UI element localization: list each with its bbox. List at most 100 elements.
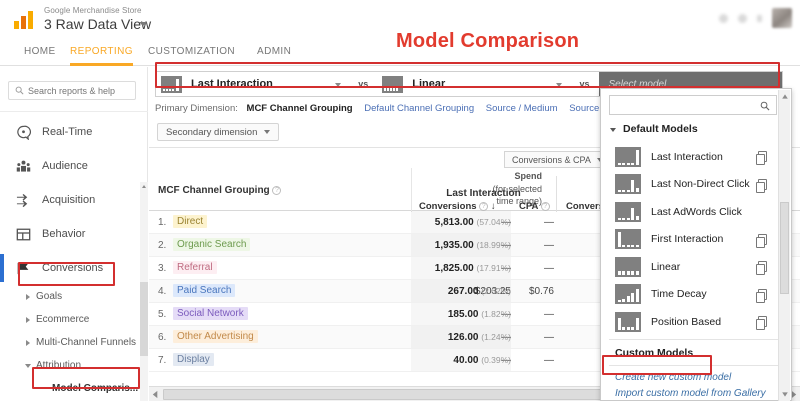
chevron-down-icon[interactable] (556, 83, 563, 87)
model-list-item[interactable]: Linear (601, 253, 781, 281)
channel-chip[interactable]: Organic Search (173, 238, 251, 251)
left-sidebar: Real-Time Audience (0, 67, 148, 401)
column-header-dimension[interactable]: MCF Channel Grouping ? (158, 185, 282, 196)
last-interaction-thumb (615, 146, 641, 167)
import-custom-model-link[interactable]: Import custom model from Gallery (615, 388, 766, 399)
chevron-down-icon[interactable] (335, 83, 342, 87)
search-reports-box[interactable] (8, 81, 136, 100)
help-question-icon[interactable]: ? (540, 202, 550, 211)
copy-duplicate-icon[interactable] (756, 178, 767, 193)
sidebar-item-label: Audience (42, 160, 88, 172)
header-divider (411, 168, 412, 212)
chevron-down-icon (596, 157, 603, 162)
sidebar-item-audience[interactable]: Audience (0, 149, 140, 183)
tab-admin[interactable]: ADMIN (257, 46, 292, 57)
sidebar-item-conversions[interactable]: Conversions (0, 251, 140, 285)
model-list-item[interactable]: Position Based (601, 308, 781, 336)
sidebar-item-label: Behavior (42, 228, 86, 240)
sidebar-item-real-time[interactable]: Real-Time (0, 115, 140, 149)
help-question-icon[interactable]: ? (272, 186, 282, 195)
arrow-up-icon[interactable] (781, 93, 789, 100)
channel-chip[interactable]: Display (173, 353, 214, 366)
view-name[interactable]: 3 Raw Data View (44, 16, 152, 32)
arrow-down-icon[interactable] (781, 391, 789, 398)
copy-duplicate-icon[interactable] (756, 288, 767, 303)
sidebar-subitem-goals[interactable]: Goals (0, 285, 140, 308)
model-selector-1[interactable]: Last Interaction (156, 72, 349, 96)
scrollbar-thumb[interactable] (140, 282, 148, 356)
last-non-direct-click-thumb (615, 174, 641, 195)
help-question-icon[interactable]: ? (479, 202, 489, 211)
metric-group-selector[interactable]: Conversions & CPA (504, 151, 611, 168)
sidebar-subitem-label: Attribution (36, 360, 82, 371)
apps-icon[interactable] (757, 14, 762, 22)
sidebar-scrollbar[interactable] (140, 182, 148, 401)
channel-chip[interactable]: Social Network (173, 307, 248, 320)
chevron-down-icon[interactable] (139, 22, 147, 26)
sidebar-subitem-label: Multi-Channel Funnels (36, 337, 137, 348)
arrow-left-icon[interactable] (151, 390, 160, 399)
sidebar-item-model-comparison[interactable]: Model Comparis... (52, 383, 139, 394)
copy-duplicate-icon[interactable] (756, 316, 767, 330)
chevron-right-icon (26, 317, 30, 323)
model-label: Last Interaction (651, 150, 723, 163)
cell-conversions: 185.00 (1.82%) (447, 309, 511, 320)
tab-reporting[interactable]: REPORTING (70, 38, 133, 66)
model-list-item[interactable]: Last AdWords Click (601, 198, 781, 226)
position-based-thumb (615, 311, 641, 332)
copy-duplicate-icon[interactable] (756, 233, 767, 248)
cell-conversions: 5,813.00 (57.04%) (434, 217, 511, 228)
chevron-down-icon (264, 130, 271, 134)
notifications-icon[interactable] (719, 13, 728, 23)
sidebar-item-acquisition[interactable]: Acquisition (0, 183, 140, 217)
column-header-conversions-1[interactable]: Conversions ? ↓ (419, 201, 496, 212)
dimension-link-default-channel-grouping[interactable]: Default Channel Grouping (364, 103, 475, 114)
model-selector-2[interactable]: Linear (377, 72, 570, 96)
channel-chip[interactable]: Direct (173, 215, 208, 228)
channel-chip[interactable]: Other Advertising (173, 330, 258, 343)
spend-sub-line1: (for selected (492, 184, 542, 194)
copy-duplicate-icon[interactable] (756, 151, 767, 165)
sidebar-subitem-multi-channel-funnels[interactable]: Multi-Channel Funnels (0, 331, 140, 354)
dimension-link-source[interactable]: Source (569, 103, 600, 114)
column-header-cpa-1[interactable]: CPA ? (519, 201, 550, 212)
tab-home[interactable]: HOME (24, 46, 56, 57)
sidebar-item-label: Real-Time (42, 126, 93, 138)
model-label: Linear (651, 260, 681, 273)
model-list-item[interactable]: Time Decay (601, 281, 781, 309)
sidebar-subitem-attribution[interactable]: Attribution (0, 354, 140, 377)
avatar[interactable] (772, 8, 792, 28)
copy-duplicate-icon[interactable] (756, 261, 767, 275)
create-new-custom-model-link[interactable]: Create new custom model (615, 372, 732, 383)
section-default-models[interactable]: Default Models (601, 123, 698, 139)
scrollbar-thumb[interactable] (780, 202, 789, 294)
model-list-item[interactable]: First Interaction (601, 226, 781, 254)
model-list-item[interactable]: Last Interaction (601, 143, 781, 171)
column-header-conversions-2[interactable]: Conversions (566, 201, 624, 212)
column-header-dimension-label: MCF Channel Grouping (158, 185, 270, 196)
sidebar-item-label: Acquisition (42, 194, 96, 206)
sidebar-item-behavior[interactable]: Behavior (0, 217, 140, 251)
model-search-box[interactable] (609, 95, 777, 115)
sort-descending-arrow-icon[interactable]: ↓ (490, 201, 496, 212)
sidebar-item-label: Conversions (42, 262, 104, 274)
secondary-dimension-button[interactable]: Secondary dimension (157, 123, 280, 141)
model-list-item[interactable]: Last Non-Direct Click (601, 171, 781, 199)
default-models-list: Last Interaction Last Non-Direct Click Las… (601, 143, 781, 336)
sidebar-subitem-ecommerce[interactable]: Ecommerce (0, 308, 140, 331)
help-icon[interactable] (738, 13, 747, 23)
channel-chip[interactable]: Referral (173, 261, 217, 274)
col-label: Conversions (419, 201, 477, 212)
search-input[interactable] (28, 82, 132, 99)
panel-vertical-scrollbar[interactable] (778, 90, 790, 401)
acquisition-arrows-icon (16, 193, 31, 208)
column-header-spend[interactable]: Spend (for selected time range) (480, 170, 542, 207)
cell-cpa: — (544, 355, 554, 366)
row-number: 2. (158, 240, 167, 251)
channel-chip[interactable]: Paid Search (173, 284, 236, 297)
linear-thumb (615, 256, 641, 277)
tab-customization[interactable]: CUSTOMIZATION (148, 46, 236, 57)
arrow-right-icon[interactable] (789, 390, 798, 399)
arrow-up-icon[interactable] (141, 184, 147, 189)
dimension-link-source-medium[interactable]: Source / Medium (485, 103, 558, 114)
